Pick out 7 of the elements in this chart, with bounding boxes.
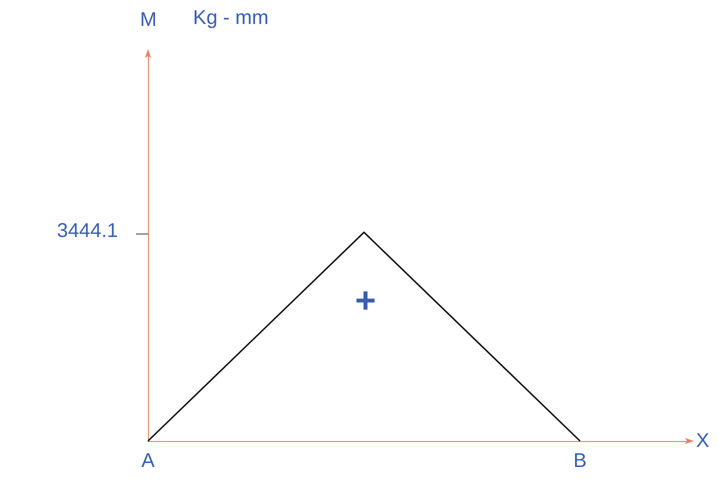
text: 3444.1 [56, 220, 118, 244]
text: Kg - mm [193, 7, 269, 29]
annotation: + [355, 280, 376, 320]
text: M [140, 9, 157, 31]
x-tick-label: B [573, 450, 587, 472]
x-tick-label: A [141, 450, 156, 472]
x-axis-title: X [696, 430, 710, 452]
